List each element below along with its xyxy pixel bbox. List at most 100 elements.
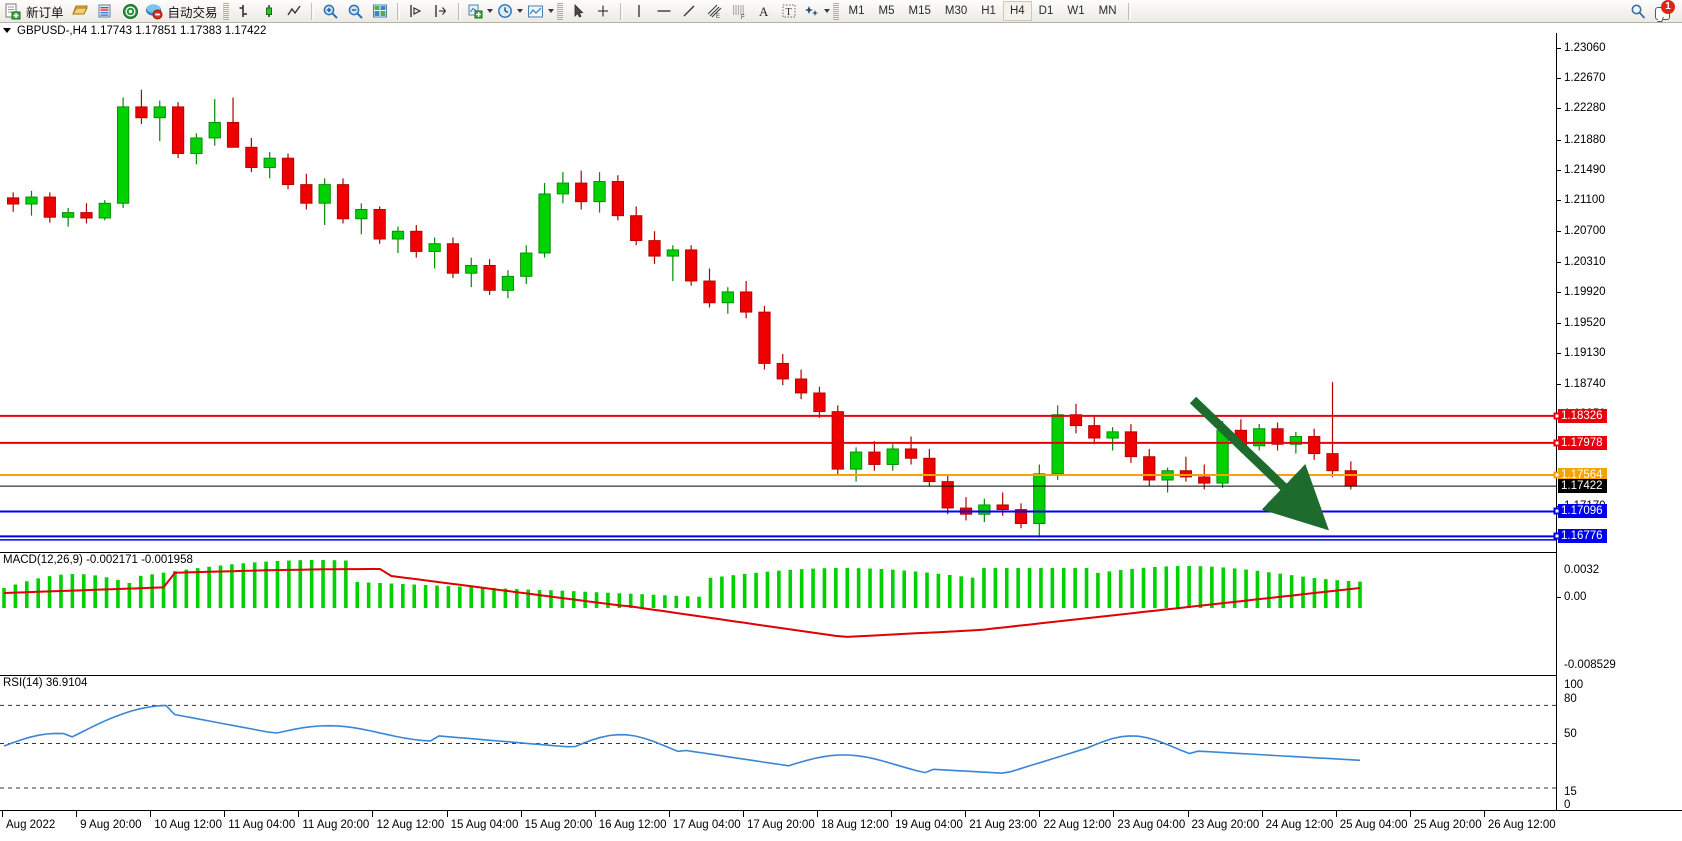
trend-arrow-icon[interactable] — [1189, 396, 1329, 531]
chart-shift-icon — [410, 5, 422, 17]
indicators-button[interactable] — [465, 1, 495, 22]
auto-trading-button[interactable]: 自动交易 — [143, 1, 222, 22]
price-tick-label: 1.23060 — [1564, 41, 1606, 54]
timeframe-m1[interactable]: M1 — [848, 5, 865, 17]
equidistant-channel-button[interactable]: E — [702, 1, 727, 22]
toolbar-grip-2[interactable] — [556, 2, 563, 20]
text-tool-button[interactable]: A — [752, 1, 777, 22]
price-tick — [1557, 322, 1561, 324]
bar-chart-button[interactable] — [232, 1, 257, 22]
macd-signal-line — [3, 568, 1361, 638]
time-tick-label: 25 Aug 04:00 — [1339, 819, 1408, 831]
candlestick-series — [7, 89, 1357, 538]
time-tick-label: Aug 2022 — [6, 819, 56, 831]
timeframe-m5[interactable]: M5 — [878, 5, 895, 17]
collapse-triangle-icon[interactable] — [3, 28, 11, 33]
crosshair-tool-button[interactable] — [591, 1, 616, 22]
timeframe-m15[interactable]: M15 — [908, 5, 931, 17]
time-tick-label: 17 Aug 20:00 — [746, 819, 815, 831]
price-tick — [1557, 291, 1561, 293]
symbol-info-bar: GBPUSD-,H4 1.17743 1.17851 1.17383 1.174… — [0, 23, 266, 38]
notifications-button[interactable]: 1 — [1655, 0, 1675, 21]
price-level-tag-pivot[interactable]: 1.17564 — [1558, 468, 1607, 483]
rsi-tick-label: 80 — [1564, 693, 1577, 705]
chart-canvas[interactable]: GBPUSD-,H4 1.17743 1.17851 1.17383 1.174… — [0, 23, 1682, 841]
text-label-button[interactable]: T — [777, 1, 802, 22]
price-level-handle[interactable] — [1553, 532, 1561, 540]
price-tick — [1557, 78, 1561, 80]
trendline-button[interactable] — [677, 1, 702, 22]
objects-button[interactable] — [802, 1, 832, 22]
data-window-button[interactable] — [368, 1, 393, 22]
price-level-handle[interactable] — [1553, 507, 1561, 515]
zoom-out-icon — [348, 4, 363, 19]
depth-of-market-icon — [98, 4, 111, 18]
notification-count: 1 — [1661, 0, 1675, 14]
price-level-tag-resistance[interactable]: 1.18326 — [1558, 408, 1607, 423]
shift-end-button[interactable] — [404, 1, 429, 22]
expert-advisors-button[interactable] — [68, 1, 93, 22]
vertical-line-button[interactable] — [627, 1, 652, 22]
timeframe-w1[interactable]: W1 — [1067, 5, 1085, 17]
auto-scroll-button[interactable] — [429, 1, 454, 22]
auto-scroll-icon — [435, 5, 446, 17]
svg-text:A: A — [759, 4, 769, 19]
new-order-button[interactable]: 新订单 — [2, 1, 68, 22]
cursor-tool-button[interactable] — [566, 1, 591, 22]
price-level-handle[interactable] — [1553, 439, 1561, 447]
price-level-handle[interactable] — [1553, 471, 1561, 479]
candlestick-chart-button[interactable] — [257, 1, 282, 22]
vertical-line-icon — [638, 5, 640, 17]
time-axis[interactable]: Aug 2022 9 Aug 20:00 10 Aug 12:00 11 Aug 04… — [0, 810, 1682, 841]
price-level-tag-last-price[interactable]: 1.17422 — [1558, 479, 1607, 494]
candlestick-icon — [266, 5, 273, 17]
line-chart-icon — [287, 5, 301, 16]
main-toolbar: 新订单 — [0, 0, 1682, 23]
timeframe-d1[interactable]: D1 — [1038, 5, 1054, 17]
price-tick-label: 1.19520 — [1564, 316, 1606, 329]
search-icon[interactable] — [1630, 3, 1647, 20]
horizontal-line-button[interactable] — [652, 1, 677, 22]
price-pane[interactable] — [0, 33, 1556, 550]
timeframe-m30[interactable]: M30 — [944, 5, 968, 17]
toolbar-right-group: 1 — [1630, 0, 1682, 21]
macd-svg — [2, 560, 1362, 638]
indicators-caret-icon[interactable] — [486, 9, 493, 13]
period-caret-icon[interactable] — [516, 9, 523, 13]
toolbar-grip-1[interactable] — [222, 2, 229, 20]
price-scale[interactable]: 1.23060 1.22670 1.22280 1.21880 1.21490 1.211… — [1553, 33, 1682, 811]
price-level-tag-support[interactable]: 1.16776 — [1558, 529, 1607, 544]
zoom-out-button[interactable] — [343, 1, 368, 22]
templates-button[interactable] — [525, 1, 556, 22]
market-depth-button[interactable] — [93, 1, 118, 22]
price-tick-label: 1.19920 — [1564, 285, 1606, 298]
indicator-add-icon — [468, 4, 483, 19]
signals-button[interactable] — [118, 1, 143, 22]
price-level-tag-support[interactable]: 1.17096 — [1558, 504, 1607, 519]
rsi-tick-label: 100 — [1564, 679, 1584, 691]
objects-caret-icon[interactable] — [823, 9, 830, 13]
line-chart-button[interactable] — [282, 1, 307, 22]
price-tick-label: 1.22670 — [1564, 72, 1606, 85]
fibonacci-button[interactable]: F — [727, 1, 752, 22]
price-tick — [1557, 353, 1561, 355]
bar-chart-icon — [239, 5, 248, 17]
zoom-in-button[interactable] — [318, 1, 343, 22]
period-button[interactable] — [495, 1, 525, 22]
timeframe-h1[interactable]: H1 — [981, 5, 996, 17]
macd-pane[interactable]: MACD(12,26,9) -0.002171 -0.001958 — [0, 552, 1556, 674]
channel-icon: E — [707, 4, 722, 19]
timeframe-mn[interactable]: MN — [1098, 5, 1117, 17]
trendline-icon — [683, 5, 695, 17]
price-level-handle[interactable] — [1553, 412, 1561, 420]
rsi-pane[interactable]: RSI(14) 36.9104 — [0, 675, 1556, 810]
timeframe-h4[interactable]: H4 — [1002, 1, 1032, 21]
time-tick-label: 15 Aug 04:00 — [450, 819, 519, 831]
time-tick — [594, 811, 596, 817]
time-tick — [965, 811, 967, 817]
toolbar-separator-4 — [619, 2, 623, 20]
templates-caret-icon[interactable] — [547, 9, 554, 13]
price-level-tag-resistance[interactable]: 1.17978 — [1558, 435, 1607, 450]
toolbar-grip-3[interactable] — [832, 2, 839, 20]
time-tick-label: 11 Aug 04:00 — [228, 819, 296, 831]
